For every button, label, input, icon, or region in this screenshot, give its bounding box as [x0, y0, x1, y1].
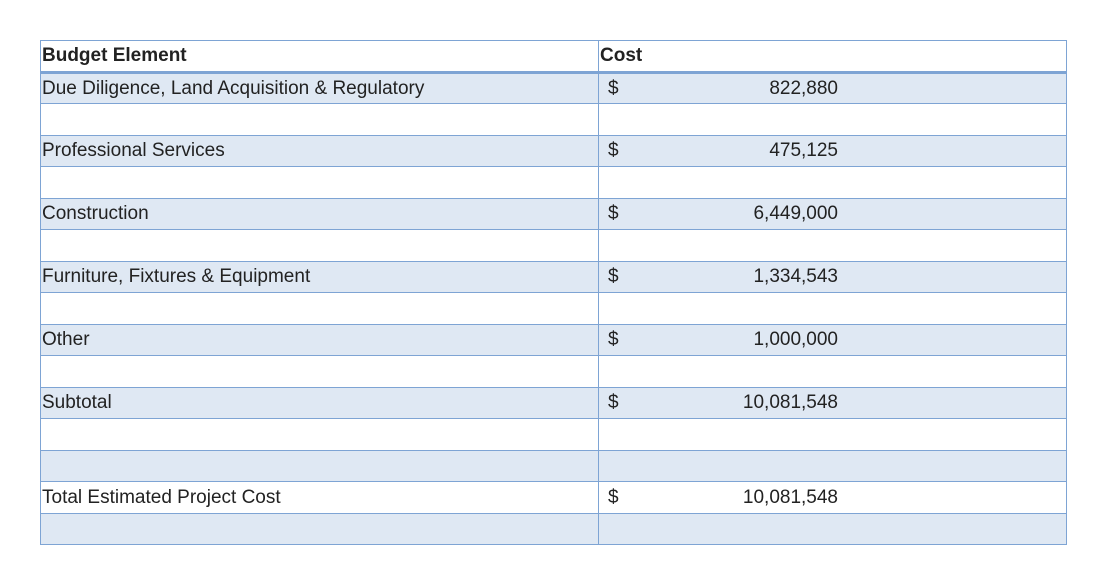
spacer-cell	[598, 166, 1067, 199]
subtotal-row: Subtotal $ 10,081,548	[40, 386, 1067, 419]
spacer-cell	[40, 418, 599, 451]
spacer-cell	[598, 449, 1067, 482]
currency-symbol: $	[608, 140, 619, 162]
spacer-row	[40, 229, 1067, 262]
row-label-cell: Professional Services	[40, 134, 599, 167]
currency-symbol: $	[608, 203, 619, 225]
table-row: Construction $ 6,449,000	[40, 197, 1067, 230]
spacer-cell	[40, 292, 599, 325]
row-label: Other	[42, 329, 90, 351]
spacer-cell	[598, 103, 1067, 136]
row-cost-cell: $ 1,334,543	[598, 260, 1067, 293]
row-label: Construction	[42, 203, 149, 225]
header-row: Budget Element Cost	[40, 40, 1067, 74]
spacer-cell	[40, 166, 599, 199]
spacer-row	[40, 292, 1067, 325]
subtotal-label: Subtotal	[42, 392, 112, 414]
table-row: Professional Services $ 475,125	[40, 134, 1067, 167]
row-label: Furniture, Fixtures & Equipment	[42, 266, 311, 288]
row-cost-cell: $ 6,449,000	[598, 197, 1067, 230]
table-row: Due Diligence, Land Acquisition & Regula…	[40, 71, 1067, 104]
currency-symbol: $	[608, 266, 619, 288]
row-label: Professional Services	[42, 140, 225, 162]
spacer-cell	[598, 229, 1067, 262]
row-label-cell: Construction	[40, 197, 599, 230]
subtotal-amount: 10,081,548	[742, 392, 838, 414]
spacer-cell	[598, 292, 1067, 325]
row-label-cell: Total Estimated Project Cost	[40, 481, 599, 514]
table-row: Other $ 1,000,000	[40, 323, 1067, 356]
spacer-cell	[40, 512, 599, 545]
row-cost-cell: $ 475,125	[598, 134, 1067, 167]
row-label-cell: Due Diligence, Land Acquisition & Regula…	[40, 71, 599, 104]
row-amount: 1,000,000	[753, 329, 838, 351]
currency-symbol: $	[608, 77, 619, 99]
spacer-cell	[598, 512, 1067, 545]
header-budget-element-label: Budget Element	[42, 45, 187, 67]
table-row: Furniture, Fixtures & Equipment $ 1,334,…	[40, 260, 1067, 293]
total-label: Total Estimated Project Cost	[42, 486, 281, 508]
spacer-row	[40, 355, 1067, 388]
total-amount: 10,081,548	[742, 486, 838, 508]
spacer-row	[40, 103, 1067, 136]
row-label-cell: Subtotal	[40, 386, 599, 419]
spacer-row	[40, 166, 1067, 199]
total-row: Total Estimated Project Cost $ 10,081,54…	[40, 481, 1067, 514]
spacer-cell	[40, 103, 599, 136]
row-cost-cell: $ 10,081,548	[598, 481, 1067, 514]
row-cost-cell: $ 822,880	[598, 71, 1067, 104]
spacer-row	[40, 449, 1067, 482]
currency-symbol: $	[608, 392, 619, 414]
row-amount: 1,334,543	[753, 266, 838, 288]
row-label: Due Diligence, Land Acquisition & Regula…	[42, 77, 425, 99]
spacer-cell	[40, 355, 599, 388]
spacer-row	[40, 512, 1067, 545]
row-cost-cell: $ 1,000,000	[598, 323, 1067, 356]
spacer-cell	[598, 355, 1067, 388]
spacer-cell	[40, 229, 599, 262]
row-amount: 475,125	[769, 140, 838, 162]
currency-symbol: $	[608, 486, 619, 508]
currency-symbol: $	[608, 329, 619, 351]
row-cost-cell: $ 10,081,548	[598, 386, 1067, 419]
budget-table: Budget Element Cost Due Diligence, Land …	[40, 40, 1067, 545]
spacer-cell	[40, 449, 599, 482]
header-budget-element-cell: Budget Element	[40, 40, 599, 74]
header-cost-cell: Cost	[598, 40, 1067, 74]
row-label-cell: Furniture, Fixtures & Equipment	[40, 260, 599, 293]
spacer-cell	[598, 418, 1067, 451]
row-amount: 6,449,000	[753, 203, 838, 225]
row-label-cell: Other	[40, 323, 599, 356]
spacer-row	[40, 418, 1067, 451]
header-cost-label: Cost	[600, 45, 643, 67]
row-amount: 822,880	[769, 77, 838, 99]
